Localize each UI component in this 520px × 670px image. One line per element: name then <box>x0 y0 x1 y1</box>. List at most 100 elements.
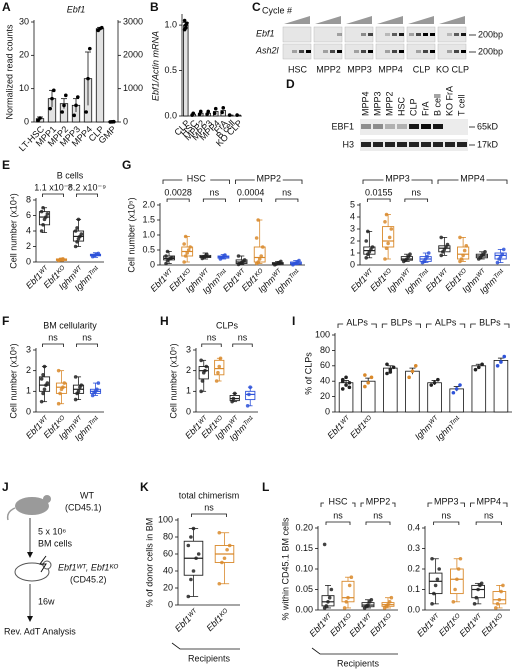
gel-band <box>368 50 373 53</box>
data-point <box>186 543 191 548</box>
data-point <box>45 381 50 385</box>
x-tick-label: Ebf1ᴷᴼ <box>204 607 231 634</box>
data-point <box>495 602 500 606</box>
gel-lane <box>282 26 312 43</box>
data-point <box>494 606 498 610</box>
data-point <box>407 375 411 380</box>
blot-band <box>385 142 395 147</box>
significance-bracket <box>201 343 222 347</box>
data-point <box>164 261 168 266</box>
significance-bracket <box>191 513 227 517</box>
data-point <box>385 371 389 376</box>
gel-band <box>399 33 404 36</box>
gel-band <box>330 50 335 53</box>
data-point <box>501 583 505 588</box>
data-point <box>340 379 345 384</box>
gel-band <box>447 50 452 53</box>
data-point <box>436 377 440 382</box>
data-point <box>389 595 394 600</box>
significance-label: ns <box>210 187 220 197</box>
mouse-ear <box>42 560 52 570</box>
y-tick-label: 0.0 <box>407 604 420 614</box>
significance-label: ns <box>333 510 343 520</box>
data-point <box>324 604 329 608</box>
y-tick-label: 0 <box>123 116 128 126</box>
header-bg <box>432 497 461 507</box>
data-point <box>203 368 207 373</box>
data-point <box>386 602 390 607</box>
recipients-line <box>171 642 240 650</box>
y-tick-label: 0 <box>168 599 173 609</box>
panel-letter: C <box>252 0 261 14</box>
data-point <box>50 96 54 101</box>
x-tick-label: Ebf1ᵂᵀ <box>325 413 353 441</box>
significance-bracket <box>325 521 351 525</box>
data-point <box>235 113 239 117</box>
data-point <box>225 547 229 552</box>
lane-label: HSC <box>288 64 308 74</box>
data-point <box>500 252 505 256</box>
header-bg <box>458 174 487 184</box>
data-point <box>62 381 67 385</box>
y-tick-label: 2 <box>350 235 355 245</box>
data-point <box>410 369 415 373</box>
cycle-triangle <box>315 16 341 24</box>
significance-label: ns <box>48 332 58 342</box>
mouse-icon <box>14 562 50 582</box>
data-point <box>344 600 349 604</box>
data-point <box>183 26 188 30</box>
significance-bracket <box>42 193 64 197</box>
gel-band <box>337 50 342 53</box>
panel-letter: K <box>140 480 149 494</box>
blot-band <box>433 142 443 147</box>
data-point <box>366 603 370 607</box>
y-tick-label: 1.0 <box>164 19 177 29</box>
data-point <box>408 252 412 256</box>
y-tick-label: 4 <box>26 225 31 235</box>
data-point <box>191 526 196 531</box>
lane-label: B cell <box>432 94 442 116</box>
data-point <box>432 591 436 596</box>
data-point <box>347 583 352 588</box>
blot-band <box>457 142 467 147</box>
data-point <box>464 244 469 248</box>
data-point <box>495 364 500 368</box>
row-label: H3 <box>342 139 354 149</box>
lane-label: CLP <box>408 98 418 116</box>
data-point <box>231 396 236 401</box>
data-point <box>84 110 88 114</box>
recipient-marker: (CD45.2) <box>70 574 107 584</box>
data-point <box>191 111 196 116</box>
gel-band <box>461 50 466 53</box>
data-point <box>227 113 232 117</box>
gel-band <box>423 33 428 36</box>
significance-label: ns <box>411 187 421 197</box>
header-bg <box>431 318 460 328</box>
data-point <box>75 240 79 244</box>
data-point <box>445 242 450 247</box>
significance-bracket <box>202 198 226 202</box>
data-point <box>439 253 444 258</box>
gel-band <box>461 33 466 36</box>
y-tick-label: 60 <box>163 548 173 558</box>
data-point <box>366 380 370 385</box>
bar <box>493 360 509 413</box>
data-point <box>459 257 464 261</box>
blot-band <box>409 142 419 147</box>
data-point <box>256 260 260 264</box>
data-point <box>388 370 393 374</box>
data-point <box>79 232 84 236</box>
data-point <box>183 234 188 239</box>
data-point <box>39 229 44 233</box>
data-point <box>384 212 389 217</box>
panel-letter: I <box>292 314 295 328</box>
significance-label: 0.0004 <box>237 187 265 197</box>
blot-band <box>385 124 395 129</box>
data-point <box>222 556 227 561</box>
blot-band <box>445 142 455 147</box>
data-point <box>182 18 187 23</box>
data-point <box>497 597 502 602</box>
lane-label: MPP4 <box>360 91 370 116</box>
data-point <box>257 257 262 261</box>
data-point <box>433 583 438 588</box>
